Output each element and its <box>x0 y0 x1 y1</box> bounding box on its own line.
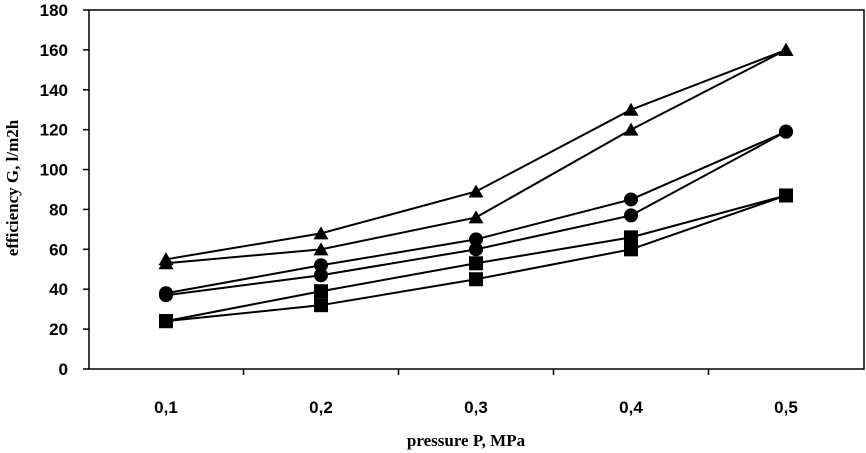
y-tick-label: 80 <box>49 200 68 219</box>
plot-area <box>88 9 865 370</box>
circle-marker <box>779 124 793 139</box>
y-axis-title: efficiency G, l/m2h <box>3 119 22 256</box>
square-marker <box>159 314 173 329</box>
triangle-marker <box>468 210 484 224</box>
triangle-marker <box>623 122 639 136</box>
circle-marker <box>469 242 483 257</box>
series-layer <box>158 42 794 329</box>
y-tick-label: 140 <box>40 81 68 100</box>
circle-marker <box>314 268 328 283</box>
x-tick-label: 0,1 <box>154 398 178 417</box>
square-marker <box>779 188 793 203</box>
circle-marker <box>624 192 638 207</box>
square-marker <box>624 242 638 257</box>
square-marker <box>624 230 638 245</box>
y-tick-label: 160 <box>40 41 68 60</box>
triangle-marker <box>468 184 484 198</box>
x-tick-label: 0,2 <box>309 398 333 417</box>
circle-marker <box>624 208 638 223</box>
plot-border <box>88 9 865 370</box>
triangle-marker <box>778 42 794 56</box>
series-triangle-upper <box>158 42 794 266</box>
square-marker <box>469 272 483 287</box>
y-tick-label: 100 <box>40 161 68 180</box>
x-tick-label: 0,3 <box>464 398 488 417</box>
y-tick-label: 40 <box>49 280 68 299</box>
triangle-marker <box>158 256 174 270</box>
y-tick-label: 60 <box>49 240 68 259</box>
circle-marker <box>469 232 483 247</box>
triangle-marker <box>313 226 329 240</box>
series-line <box>165 48 787 265</box>
x-axis: 0,1 0,2 0,3 0,4 0,5 <box>154 369 798 417</box>
square-marker <box>469 256 483 271</box>
y-tick-label: 120 <box>40 121 68 140</box>
series-square-upper <box>159 188 793 329</box>
y-axis: 0 20 40 60 80 100 120 140 160 180 <box>40 1 89 379</box>
y-tick-label: 0 <box>59 360 68 379</box>
x-axis-title: pressure P, MPa <box>407 431 526 450</box>
series-square-lower <box>159 188 793 329</box>
square-marker <box>314 284 328 299</box>
series-triangle-lower <box>158 42 794 270</box>
square-marker <box>314 298 328 313</box>
y-tick-label: 20 <box>49 320 68 339</box>
triangle-marker <box>623 102 639 116</box>
triangle-marker <box>313 242 329 256</box>
circle-marker <box>159 288 173 303</box>
x-tick-label: 0,4 <box>619 398 643 417</box>
series-circle-lower <box>159 124 793 303</box>
y-tick-label: 180 <box>40 1 68 20</box>
x-tick-label: 0,5 <box>774 398 798 417</box>
circle-marker <box>314 258 328 273</box>
